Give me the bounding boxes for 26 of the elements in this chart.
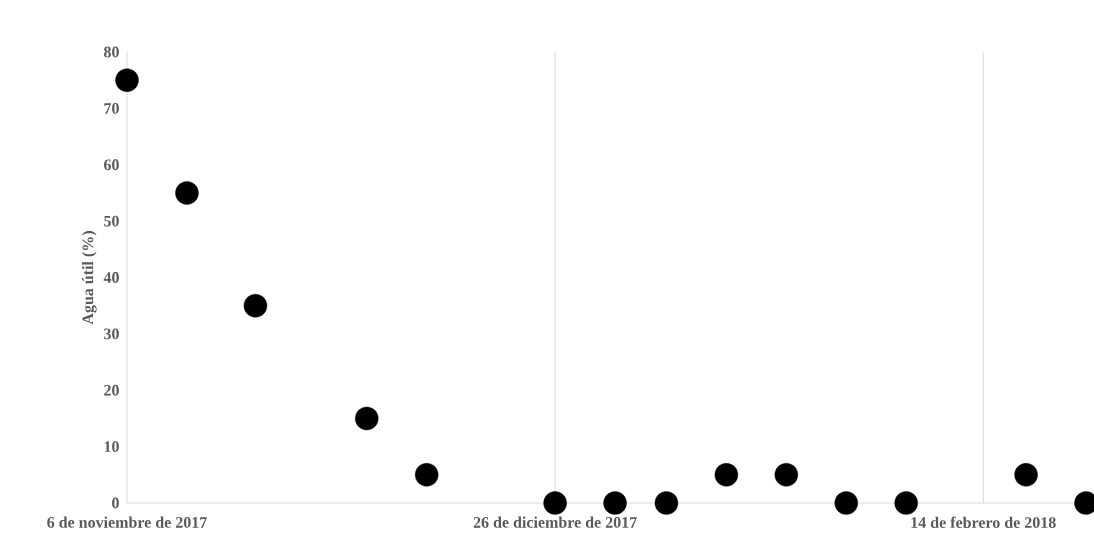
x-tick-label: 14 de febrero de 2018 [911, 516, 1056, 528]
y-tick-label: 80 [104, 46, 119, 58]
point [175, 181, 199, 205]
y-axis-title: Agua útil (%) [81, 231, 97, 325]
point [1014, 463, 1038, 487]
y-tick-label: 10 [104, 441, 119, 453]
y-tick-label: 20 [104, 384, 119, 396]
y-tick-label: 70 [104, 102, 119, 114]
point [894, 491, 918, 515]
x-tick-label: 26 de diciembre de 2017 [473, 516, 637, 528]
point [774, 463, 799, 487]
point [243, 293, 268, 318]
point [603, 491, 627, 515]
point [714, 463, 739, 487]
point [355, 406, 379, 431]
y-tick-label: 50 [104, 215, 119, 227]
point [543, 491, 567, 515]
x-tick-label: 6 de noviembre de 2017 [47, 516, 207, 528]
y-tick-label: 60 [104, 159, 119, 171]
point [414, 463, 439, 487]
point [115, 68, 139, 92]
point [654, 491, 679, 515]
y-tick-label: 30 [104, 328, 119, 340]
y-tick-label: 0 [112, 497, 119, 509]
point [834, 491, 858, 515]
y-tick-label: 40 [103, 272, 119, 283]
